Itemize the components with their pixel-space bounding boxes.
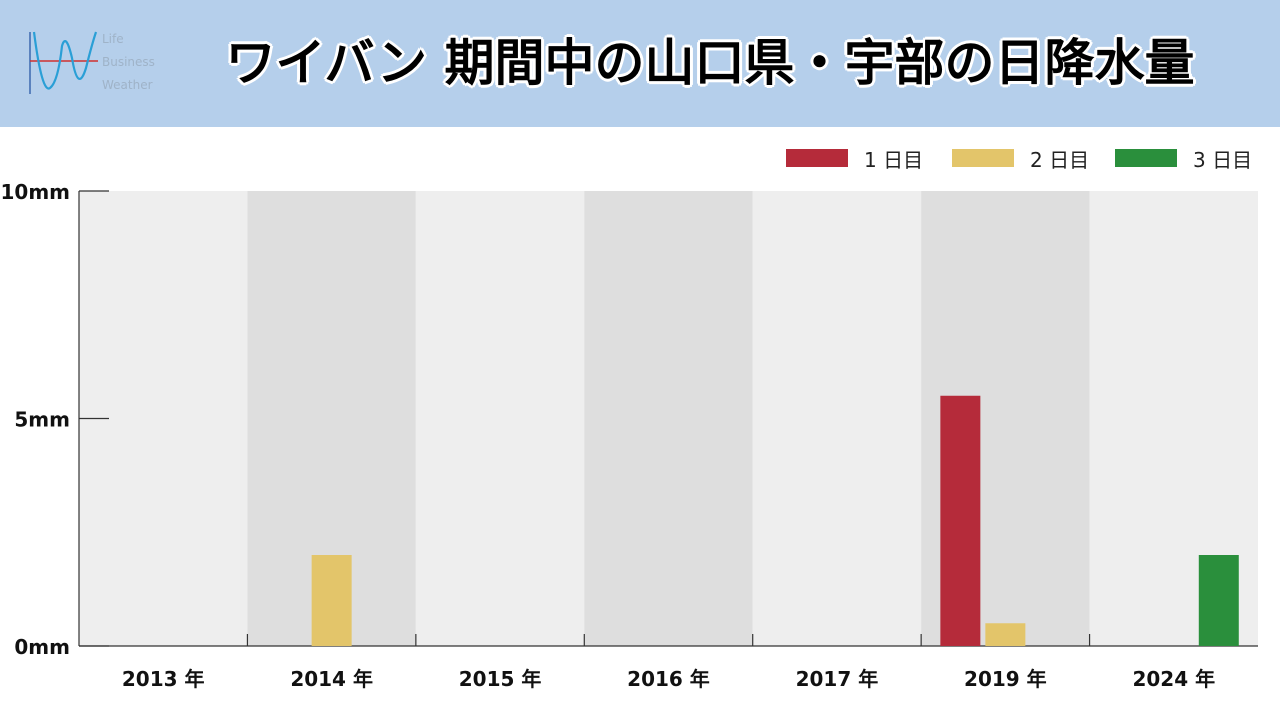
legend-item-2: 2 日目 (952, 145, 1090, 172)
y-tick-label: 5mm (14, 408, 70, 432)
x-tick-label: 2016 年 (627, 667, 710, 691)
logo-line-life: Life (102, 32, 124, 46)
x-tick-label: 2015 年 (459, 667, 542, 691)
x-tick-label: 2024 年 (1132, 667, 1215, 691)
header-bar: Life Business Weather ワイバン 期間中の山口県・宇部の日降… (0, 0, 1280, 127)
y-tick-label: 0mm (14, 635, 70, 659)
legend-label-2: 2 日目 (1030, 147, 1090, 172)
logo-line-business: Business (102, 55, 155, 69)
page-title: ワイバン 期間中の山口県・宇部の日降水量 (225, 34, 1195, 92)
bar-chart: 0mm 5mm 10mm 2013 年 2014 年 2015 年 2016 年 2017 年… (0, 180, 1258, 691)
y-tick-label: 10mm (0, 180, 70, 204)
x-tick-label: 2014 年 (290, 667, 373, 691)
x-tick-label: 2017 年 (796, 667, 879, 691)
x-tick-label: 2019 年 (964, 667, 1047, 691)
legend-label-1: 1 日目 (864, 147, 924, 172)
logo-line-weather: Weather (102, 78, 153, 92)
legend-swatch-2 (952, 149, 1014, 167)
category-band (415, 191, 585, 646)
bar-2-2 (311, 555, 352, 646)
logo-wave-icon (29, 31, 98, 94)
x-tick-label: 2013 年 (122, 667, 205, 691)
legend-item-3: 3 日目 (1115, 145, 1253, 172)
legend-swatch-1 (786, 149, 848, 167)
category-band (584, 191, 753, 646)
bar-1-6 (940, 395, 981, 646)
legend-label-3: 3 日目 (1193, 147, 1253, 172)
legend-swatch-3 (1115, 149, 1177, 167)
bar-2-6 (985, 623, 1026, 646)
category-band (752, 191, 922, 646)
bar-3-7 (1198, 555, 1239, 646)
logo-text: Life Business Weather (102, 28, 155, 97)
legend-item-1: 1 日目 (786, 145, 924, 172)
